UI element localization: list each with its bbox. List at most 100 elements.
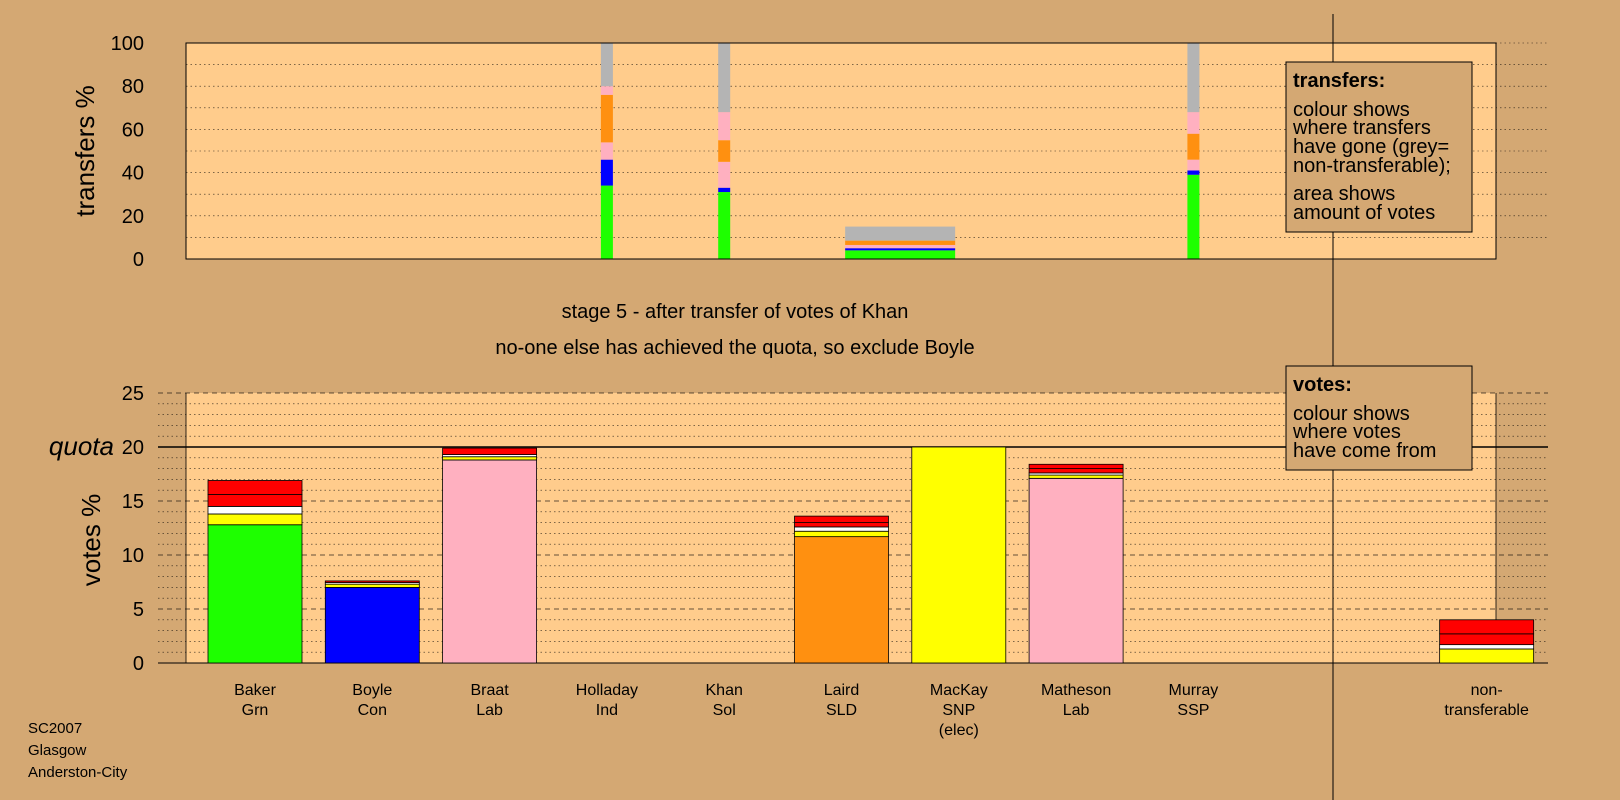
transfers-legend-line: area shows <box>1293 183 1395 205</box>
vote-segment <box>324 580 420 583</box>
transfer-segment <box>718 112 731 141</box>
vote-segment <box>1439 619 1535 635</box>
candidate-label: Braat <box>470 682 509 699</box>
vote-segment <box>1028 477 1124 664</box>
transfer-segment <box>600 159 613 186</box>
candidate-label: Matheson <box>1041 682 1111 699</box>
vote-segment <box>794 526 889 532</box>
votes-legend-title: votes: <box>1293 374 1352 396</box>
vote-segment <box>911 446 1007 664</box>
transfers-y-tick: 40 <box>122 163 144 185</box>
transfers-y-ticks: 0 20 40 60 80 100 <box>111 33 144 271</box>
transfers-plot-frame <box>185 42 1497 260</box>
stage-subcaption: no-one else has achieved the quota, so e… <box>495 337 974 359</box>
vote-segment <box>207 480 303 495</box>
transfers-y-tick: 0 <box>133 249 144 271</box>
vote-segment <box>1439 633 1535 646</box>
votes-y-axis-title: votes % <box>76 494 106 587</box>
votes-legend-line: where votes <box>1292 421 1401 443</box>
candidate-label: (elec) <box>939 722 979 739</box>
votes-y-ticks: 0 5 10 15 20 25 <box>122 383 144 675</box>
footer-election: SC2007 <box>28 720 82 737</box>
vote-segment <box>794 515 889 523</box>
vote-segment <box>1028 468 1124 474</box>
transfers-legend-line: where transfers <box>1292 117 1431 139</box>
candidate-label: Khan <box>706 682 743 699</box>
transfers-y-tick: 20 <box>122 206 144 228</box>
candidate-label: Holladay <box>576 682 638 699</box>
footer-council: Glasgow <box>28 742 87 759</box>
votes-bars <box>207 446 1535 664</box>
transfers-y-tick: 60 <box>122 119 144 141</box>
vote-segment <box>207 505 303 515</box>
transfer-segment <box>718 161 731 188</box>
candidate-label: transferable <box>1444 702 1529 719</box>
transfers-y-axis-title: transfers % <box>70 85 100 217</box>
stage-caption: stage 5 - after transfer of votes of Kha… <box>562 301 909 323</box>
transfer-segment <box>1187 159 1200 171</box>
vote-segment <box>1028 463 1124 469</box>
vote-segment <box>324 587 420 664</box>
vote-segment <box>442 459 538 664</box>
transfer-segment <box>845 244 956 249</box>
transfers-legend-line: have gone (grey= <box>1293 136 1449 158</box>
footer-ward: Anderston-City <box>28 764 128 781</box>
transfer-segment <box>718 140 731 162</box>
vote-segment <box>794 530 889 538</box>
candidate-label: Boyle <box>352 682 392 699</box>
vote-segment <box>207 524 303 664</box>
transfers-plot-area <box>186 43 1496 259</box>
vote-segment <box>1439 648 1535 664</box>
transfer-segment <box>845 248 956 251</box>
candidate-labels: Baker Grn Boyle Con Braat Lab Holladay Ind Khan S… <box>234 682 1529 739</box>
transfers-y-tick: 100 <box>111 33 144 55</box>
votes-legend-box <box>1285 365 1473 471</box>
transfers-legend-box <box>1285 61 1473 233</box>
votes-legend-line: colour shows <box>1293 403 1410 425</box>
vote-segment <box>207 513 303 526</box>
transfer-segment <box>600 43 613 87</box>
transfers-y-tick: 80 <box>122 76 144 98</box>
quota-label: quota <box>49 431 114 461</box>
transfer-segment <box>1187 43 1200 113</box>
votes-plot: 0 5 10 15 20 25 votes % quota Baker Grn Boyle Co… <box>49 383 1548 739</box>
transfer-segment <box>600 185 613 259</box>
votes-y-tick: 15 <box>122 491 144 513</box>
vote-segment <box>794 536 889 664</box>
transfer-segment <box>1187 112 1200 134</box>
transfers-bars <box>600 43 1200 259</box>
candidate-label: Laird <box>824 682 860 699</box>
vote-segment <box>1028 474 1124 479</box>
votes-y-tick: 25 <box>122 383 144 405</box>
candidate-label: Lab <box>476 702 503 719</box>
transfers-legend-line: colour shows <box>1293 99 1410 121</box>
transfers-legend-line: amount of votes <box>1293 202 1435 224</box>
vote-segment <box>442 447 538 455</box>
transfers-plot: 0 20 40 60 80 100 transfers % <box>70 33 1548 271</box>
transfer-segment <box>845 240 956 245</box>
votes-legend: votes: colour shows where votes have com… <box>1285 365 1473 471</box>
transfer-segment <box>718 192 731 259</box>
candidate-label: Baker <box>234 682 276 699</box>
candidate-label: Murray <box>1169 682 1219 699</box>
votes-y-tick: 20 <box>122 437 144 459</box>
votes-y-tick: 10 <box>122 545 144 567</box>
transfer-segment <box>845 250 956 259</box>
candidate-label: Sol <box>713 702 736 719</box>
vote-segment <box>1439 644 1535 650</box>
votes-y-tick: 5 <box>133 599 144 621</box>
transfers-legend-title: transfers: <box>1293 70 1385 92</box>
transfer-segment <box>600 86 613 95</box>
vote-segment <box>442 456 538 461</box>
transfers-legend: transfers: colour shows where transfers … <box>1285 61 1473 233</box>
candidate-label: SLD <box>826 702 857 719</box>
candidate-label: SSP <box>1177 702 1209 719</box>
candidate-label: SNP <box>942 702 975 719</box>
transfer-segment <box>1187 133 1200 160</box>
transfer-segment <box>600 142 613 160</box>
transfer-segment <box>1187 174 1200 259</box>
votes-legend-line: have come from <box>1293 440 1436 462</box>
transfer-segment <box>718 43 731 113</box>
vote-segment <box>794 522 889 528</box>
